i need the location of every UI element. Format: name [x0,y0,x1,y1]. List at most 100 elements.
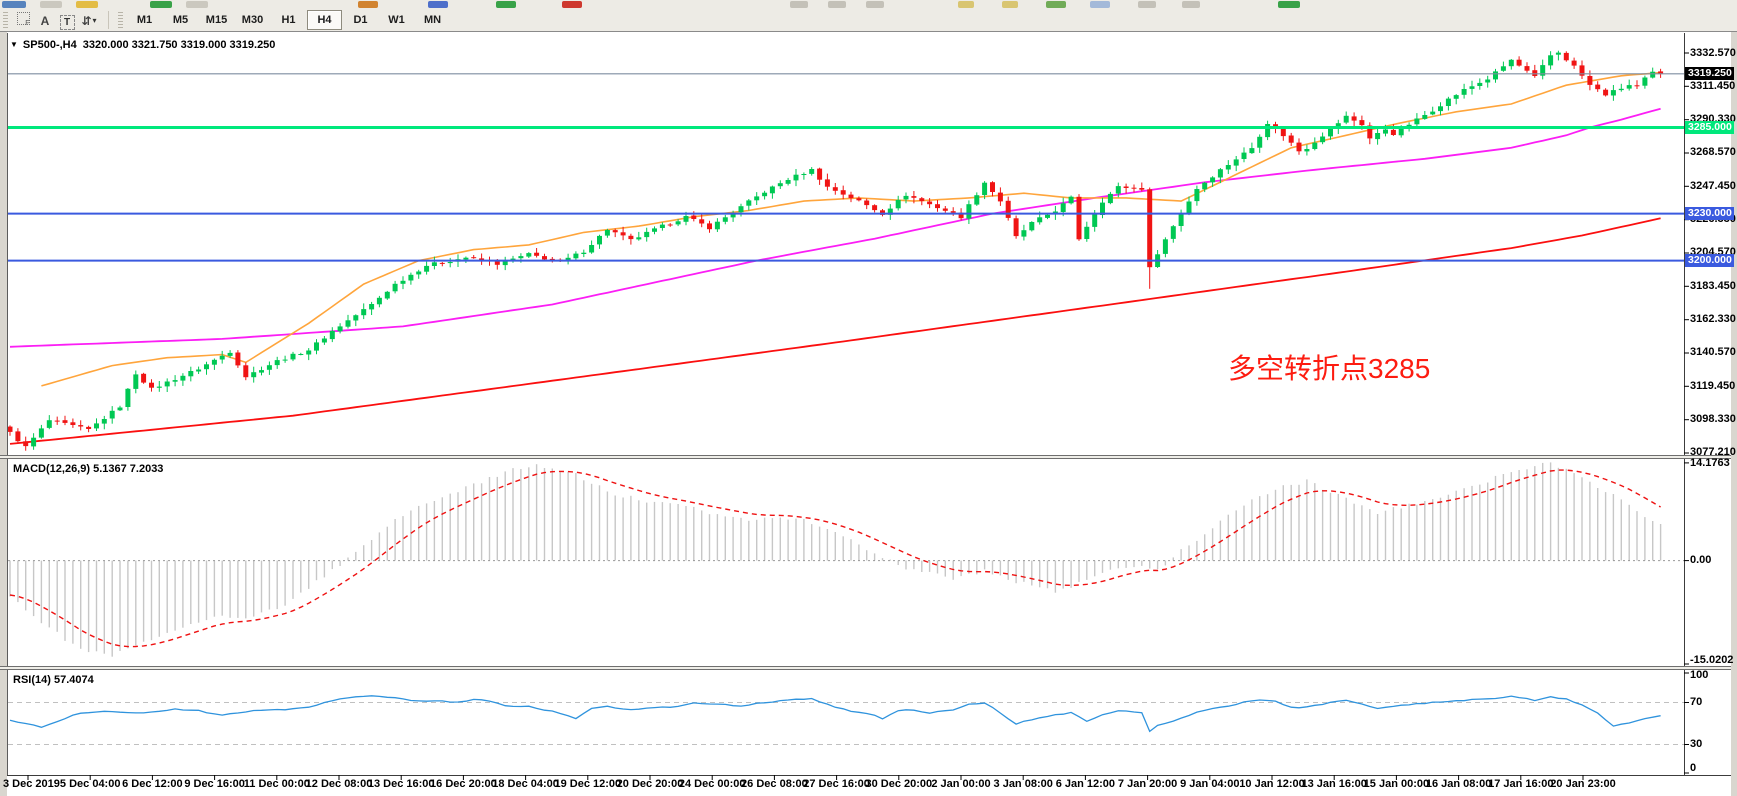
arrow-tools-icon[interactable]: ⇵ ▾ [81,13,97,28]
time-axis-label: 13 Dec 16:00 [367,778,435,790]
toolbar-icon-fragment[interactable] [1278,1,1300,8]
macd-pane [8,462,1684,657]
time-axis-label: 10 Jan 12:00 [1239,778,1305,790]
timeframe-button-w1[interactable]: W1 [388,14,405,26]
time-axis-label: 26 Dec 08:00 [741,778,808,790]
time-axis-label: 20 Jan 23:00 [1550,778,1616,790]
timeframe-button-h1[interactable]: H1 [281,14,296,26]
timeframe-buttons-group: M1 M5 M15 M30 H1 H4 D1 W1 MN [127,10,451,30]
toolbar-icon-fragment[interactable] [866,1,884,8]
toolbar-icon-fragment[interactable] [790,1,808,8]
macd-label: MACD(12,26,9) 5.1367 7.2033 [13,463,164,475]
time-axis-label: 7 Jan 20:00 [1117,778,1178,790]
time-axis-label: 11 Dec 00:00 [243,778,310,790]
toolbar-gripper[interactable] [3,12,8,28]
price-tick-label: 3332.570 [1690,46,1736,59]
main-pane [8,50,1664,451]
time-axis-label: 24 Dec 00:00 [678,778,746,790]
macd-signal-line [9,469,1661,648]
timeframe-button-m5[interactable]: M5 [172,14,189,26]
drawing-tools-group: F A T ⇵ ▾ [12,9,100,31]
macd-tick-label: 14.1763 [1690,456,1730,469]
time-axis-label: 3 Jan 08:00 [993,778,1053,790]
toolbar-separator [108,11,109,29]
toolbar-icon-fragment[interactable] [1182,1,1200,8]
toolbar-top-row [0,0,1737,9]
candles-layer [8,50,1664,451]
ma_slow-line [9,217,1661,445]
timeframe-button-d1[interactable]: D1 [353,14,368,26]
rsi-tick-label: 0 [1690,761,1697,774]
time-axis-label: 27 Dec 16:00 [803,778,870,790]
time-axis-label: 30 Dec 20:00 [865,778,933,790]
macd-tick-label: 0.00 [1690,554,1712,567]
time-axis-label: 18 Dec 04:00 [492,778,559,790]
toolbar-icon-fragment[interactable] [150,1,172,8]
time-axis-label: 3 Dec 2019 [3,778,60,790]
price-tick-label: 3077.210 [1690,446,1736,459]
toolbar-icon-fragment[interactable] [186,1,208,8]
rsi-line [9,695,1661,733]
time-axis-label: 20 Dec 20:00 [616,778,684,790]
time-axis-label: 16 Jan 08:00 [1425,778,1492,790]
time-axis-label: 2 Jan 00:00 [931,778,991,790]
text-label-icon[interactable]: A [40,13,50,28]
price-tick-label: 3311.450 [1690,79,1736,92]
symbol-timeframe-label: SP500-,H4 [22,39,77,51]
rsi-tick-label: 70 [1690,696,1703,708]
price-tick-label: 3119.450 [1690,379,1736,392]
timeframe-button-mn[interactable]: MN [423,14,442,26]
price-tick-label: 3268.570 [1690,146,1736,159]
toolbar-icon-fragment[interactable] [958,1,974,8]
rsi-tick-label: 100 [1690,668,1709,681]
toolbar-icon-fragment[interactable] [1090,1,1110,8]
macd-tick-label: -15.0202 [1690,653,1734,666]
chart-right-margin [1731,31,1737,796]
timeframe-button-m15[interactable]: M15 [205,14,228,26]
time-axis-label: 6 Jan 12:00 [1055,778,1116,790]
time-axis-label: 13 Jan 16:00 [1301,778,1367,790]
time-axis-label: 16 Dec 20:00 [430,778,497,790]
timeframe-button-m30[interactable]: M30 [241,14,264,26]
time-axis-label: 9 Dec 16:00 [184,778,245,790]
toolbar-icon-fragment[interactable] [828,1,846,8]
collapse-arrow-icon[interactable]: ▼ [10,40,18,49]
timeframe-button-h4[interactable]: H4 [307,10,342,30]
time-axis-label: 17 Jan 16:00 [1488,778,1554,790]
toolbar-icon-fragment[interactable] [40,1,62,8]
text-box-icon[interactable]: T [56,13,78,31]
price-tick-label: 3247.450 [1690,179,1736,192]
price-tick-label: 3183.450 [1690,279,1736,292]
crosshair-grid-icon[interactable]: F [12,9,34,27]
toolbar-icon-fragment[interactable] [76,1,98,8]
time-axis-label: 12 Dec 08:00 [305,778,373,790]
timeframe-button-m1[interactable]: M1 [136,14,153,26]
toolbar-icon-fragment[interactable] [1046,1,1066,8]
toolbar-gripper[interactable] [118,12,123,28]
hline-price-badge: 3200.000 [1685,254,1734,268]
toolbar-icon-fragment[interactable] [496,1,516,8]
toolbar-icon-fragment[interactable] [1138,1,1156,8]
time-axis-label: 9 Jan 04:00 [1180,778,1240,790]
toolbar-icon-fragment[interactable] [2,1,26,8]
toolbar-icon-fragment[interactable] [428,1,448,8]
rsi-label: RSI(14) 57.4074 [13,674,94,686]
ma_mid-line [9,107,1661,348]
rsi-tick-label: 30 [1690,738,1703,751]
price-tick-label: 3290.330 [1690,113,1736,126]
toolbar-icon-fragment[interactable] [358,1,378,8]
pane-borders [0,31,1737,776]
toolbar-icon-fragment[interactable] [562,1,582,8]
price-tick-label: 3204.570 [1690,246,1736,259]
time-axis-label: 15 Jan 00:00 [1363,778,1430,790]
time-axis-label: 5 Dec 04:00 [59,778,121,790]
chart-title: ▼ SP500-,H4 3320.000 3321.750 3319.000 331… [10,38,275,52]
price-tick-label: 3098.330 [1690,413,1736,426]
current-price-badge: 3319.250 [1685,67,1734,81]
ohlc-values: 3320.000 3321.750 3319.000 3319.250 [82,39,276,51]
rsi-pane [8,695,1684,745]
time-axis-label: 6 Dec 12:00 [122,778,183,790]
toolbar-icon-fragment[interactable] [1002,1,1018,8]
